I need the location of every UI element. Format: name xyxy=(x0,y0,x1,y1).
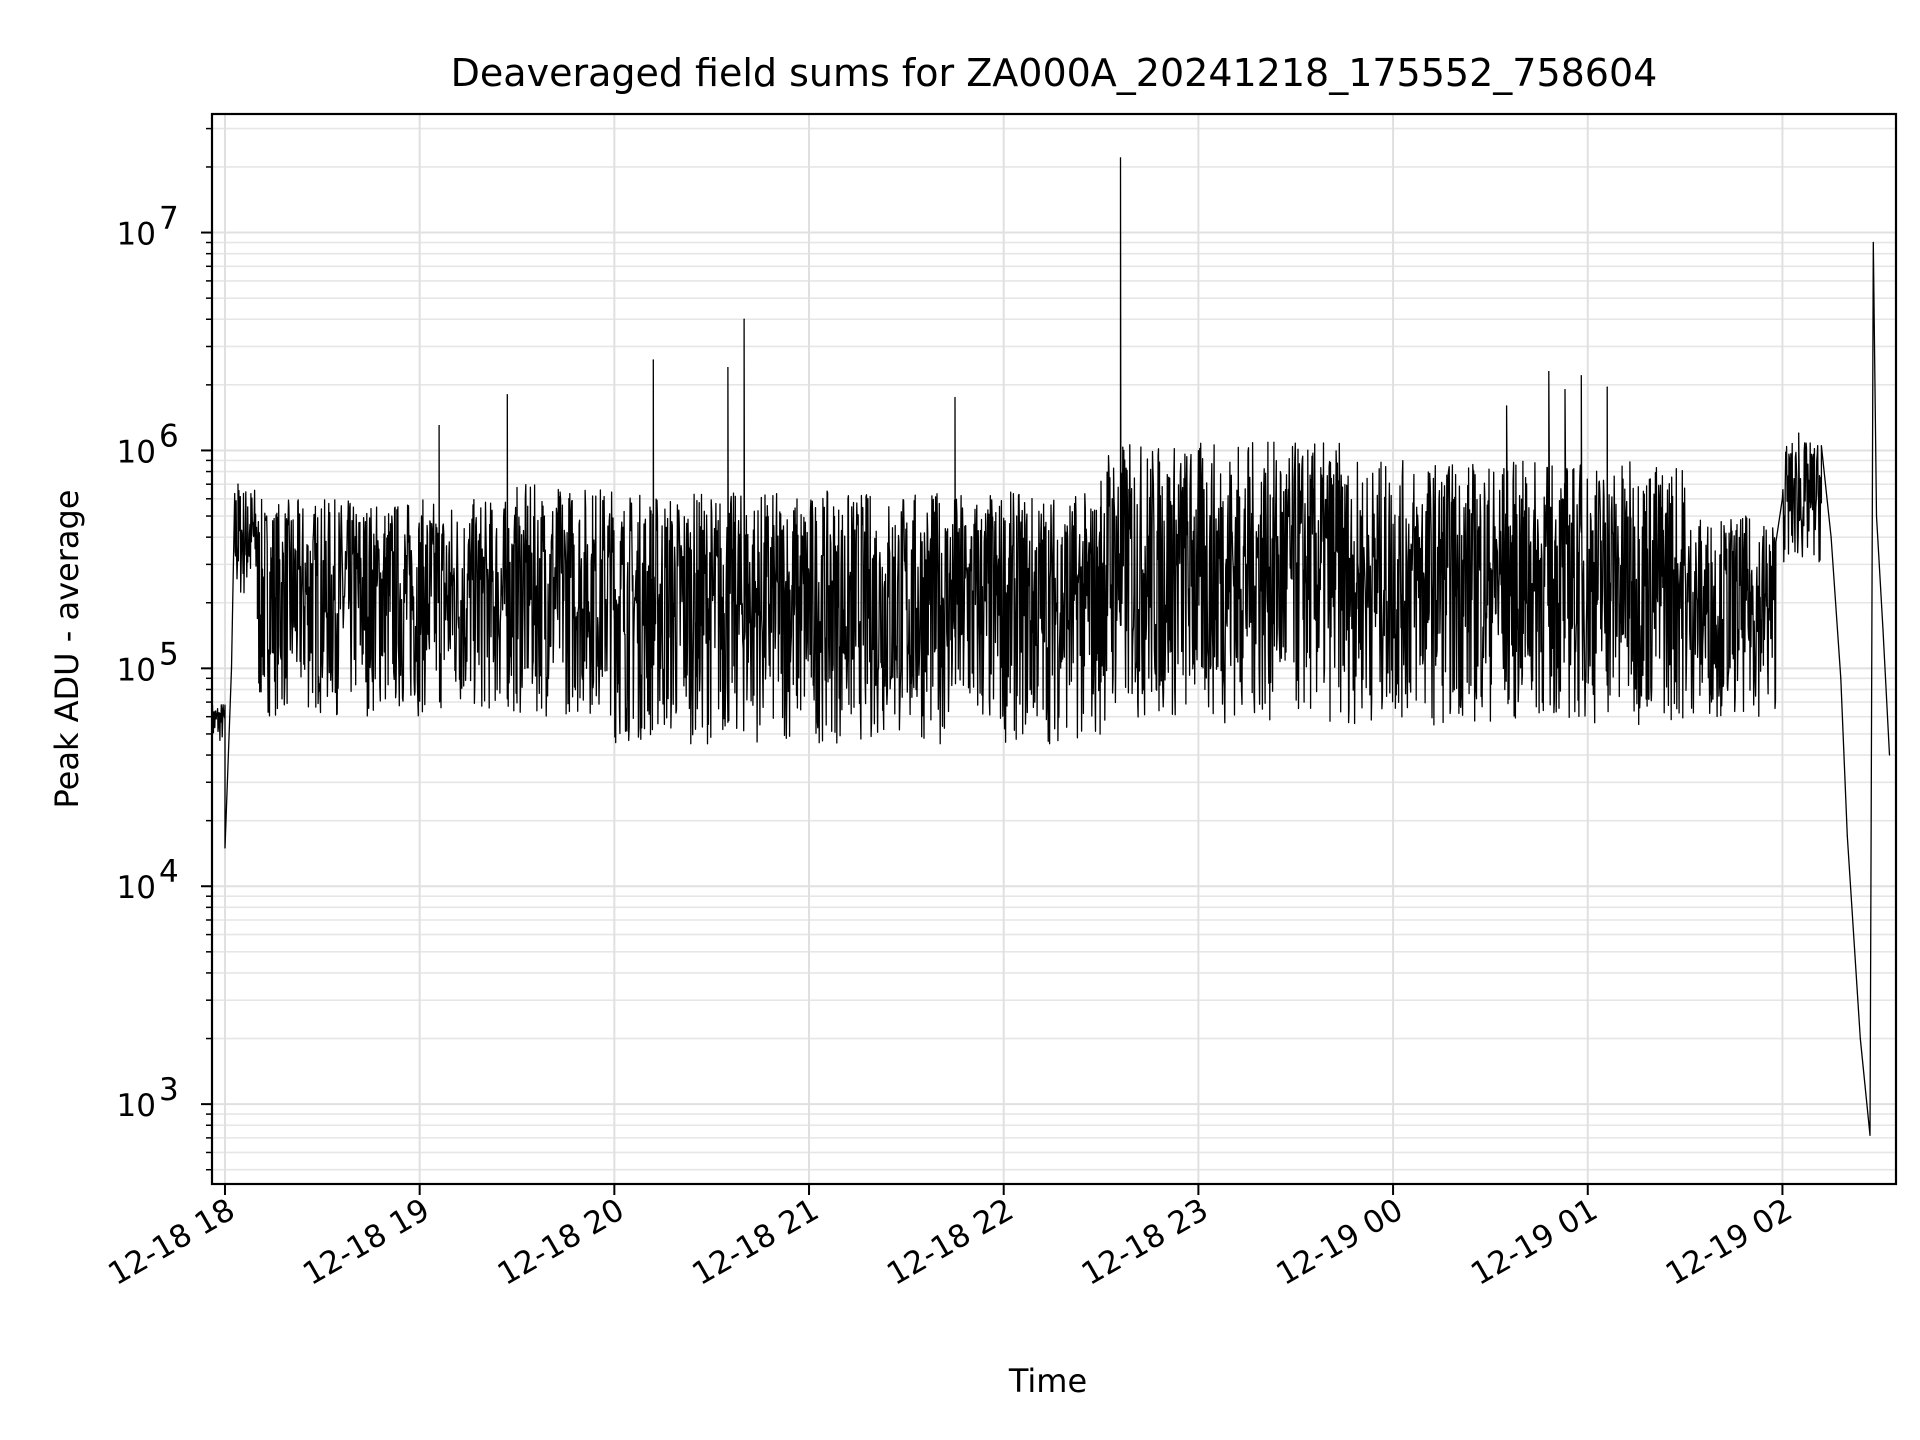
y-tick-exponent: 4 xyxy=(159,854,179,890)
data-point xyxy=(438,425,440,427)
x-axis-title: Time xyxy=(1008,1362,1087,1400)
data-point xyxy=(1820,445,1822,447)
data-point xyxy=(1882,629,1884,631)
y-tick-label: 10 xyxy=(117,870,156,906)
data-point xyxy=(1859,1037,1861,1040)
y-axis-title: Peak ADU - average xyxy=(48,490,86,809)
data-point xyxy=(224,847,226,849)
series-layer xyxy=(211,157,1891,1136)
data-point xyxy=(247,506,249,508)
data-point xyxy=(1580,375,1582,377)
data-point xyxy=(1119,157,1122,159)
y-tick-label: 10 xyxy=(117,434,156,470)
series-line xyxy=(211,157,1891,1136)
y-tick-exponent: 7 xyxy=(159,201,179,237)
data-point xyxy=(1846,835,1848,837)
data-point xyxy=(727,366,729,369)
y-tick-label: 10 xyxy=(117,1088,156,1124)
data-point xyxy=(1798,432,1800,434)
data-point xyxy=(954,396,956,399)
data-point xyxy=(230,667,233,669)
data-point xyxy=(1872,241,1874,244)
data-point xyxy=(1506,405,1508,407)
data-point xyxy=(237,483,239,485)
data-point xyxy=(1830,536,1832,538)
data-point xyxy=(1888,754,1891,756)
y-tick-exponent: 3 xyxy=(159,1072,179,1108)
data-point xyxy=(652,359,654,361)
data-point xyxy=(1840,677,1842,679)
y-tick-label: 10 xyxy=(117,217,156,253)
y-tick-exponent: 6 xyxy=(159,418,179,454)
data-point xyxy=(506,394,508,396)
plot-frame xyxy=(210,112,1898,1186)
data-point xyxy=(1875,515,1878,517)
y-tick-label: 10 xyxy=(117,652,156,688)
data-point xyxy=(1564,389,1566,391)
data-point xyxy=(1548,371,1550,373)
y-tick-exponent: 5 xyxy=(159,636,179,672)
data-point xyxy=(1123,449,1125,452)
chart-title: Deaveraged field sums for ZA000A_2024121… xyxy=(451,51,1658,95)
data-point xyxy=(1606,386,1608,388)
data-point xyxy=(743,318,745,320)
data-point xyxy=(1869,1134,1871,1136)
